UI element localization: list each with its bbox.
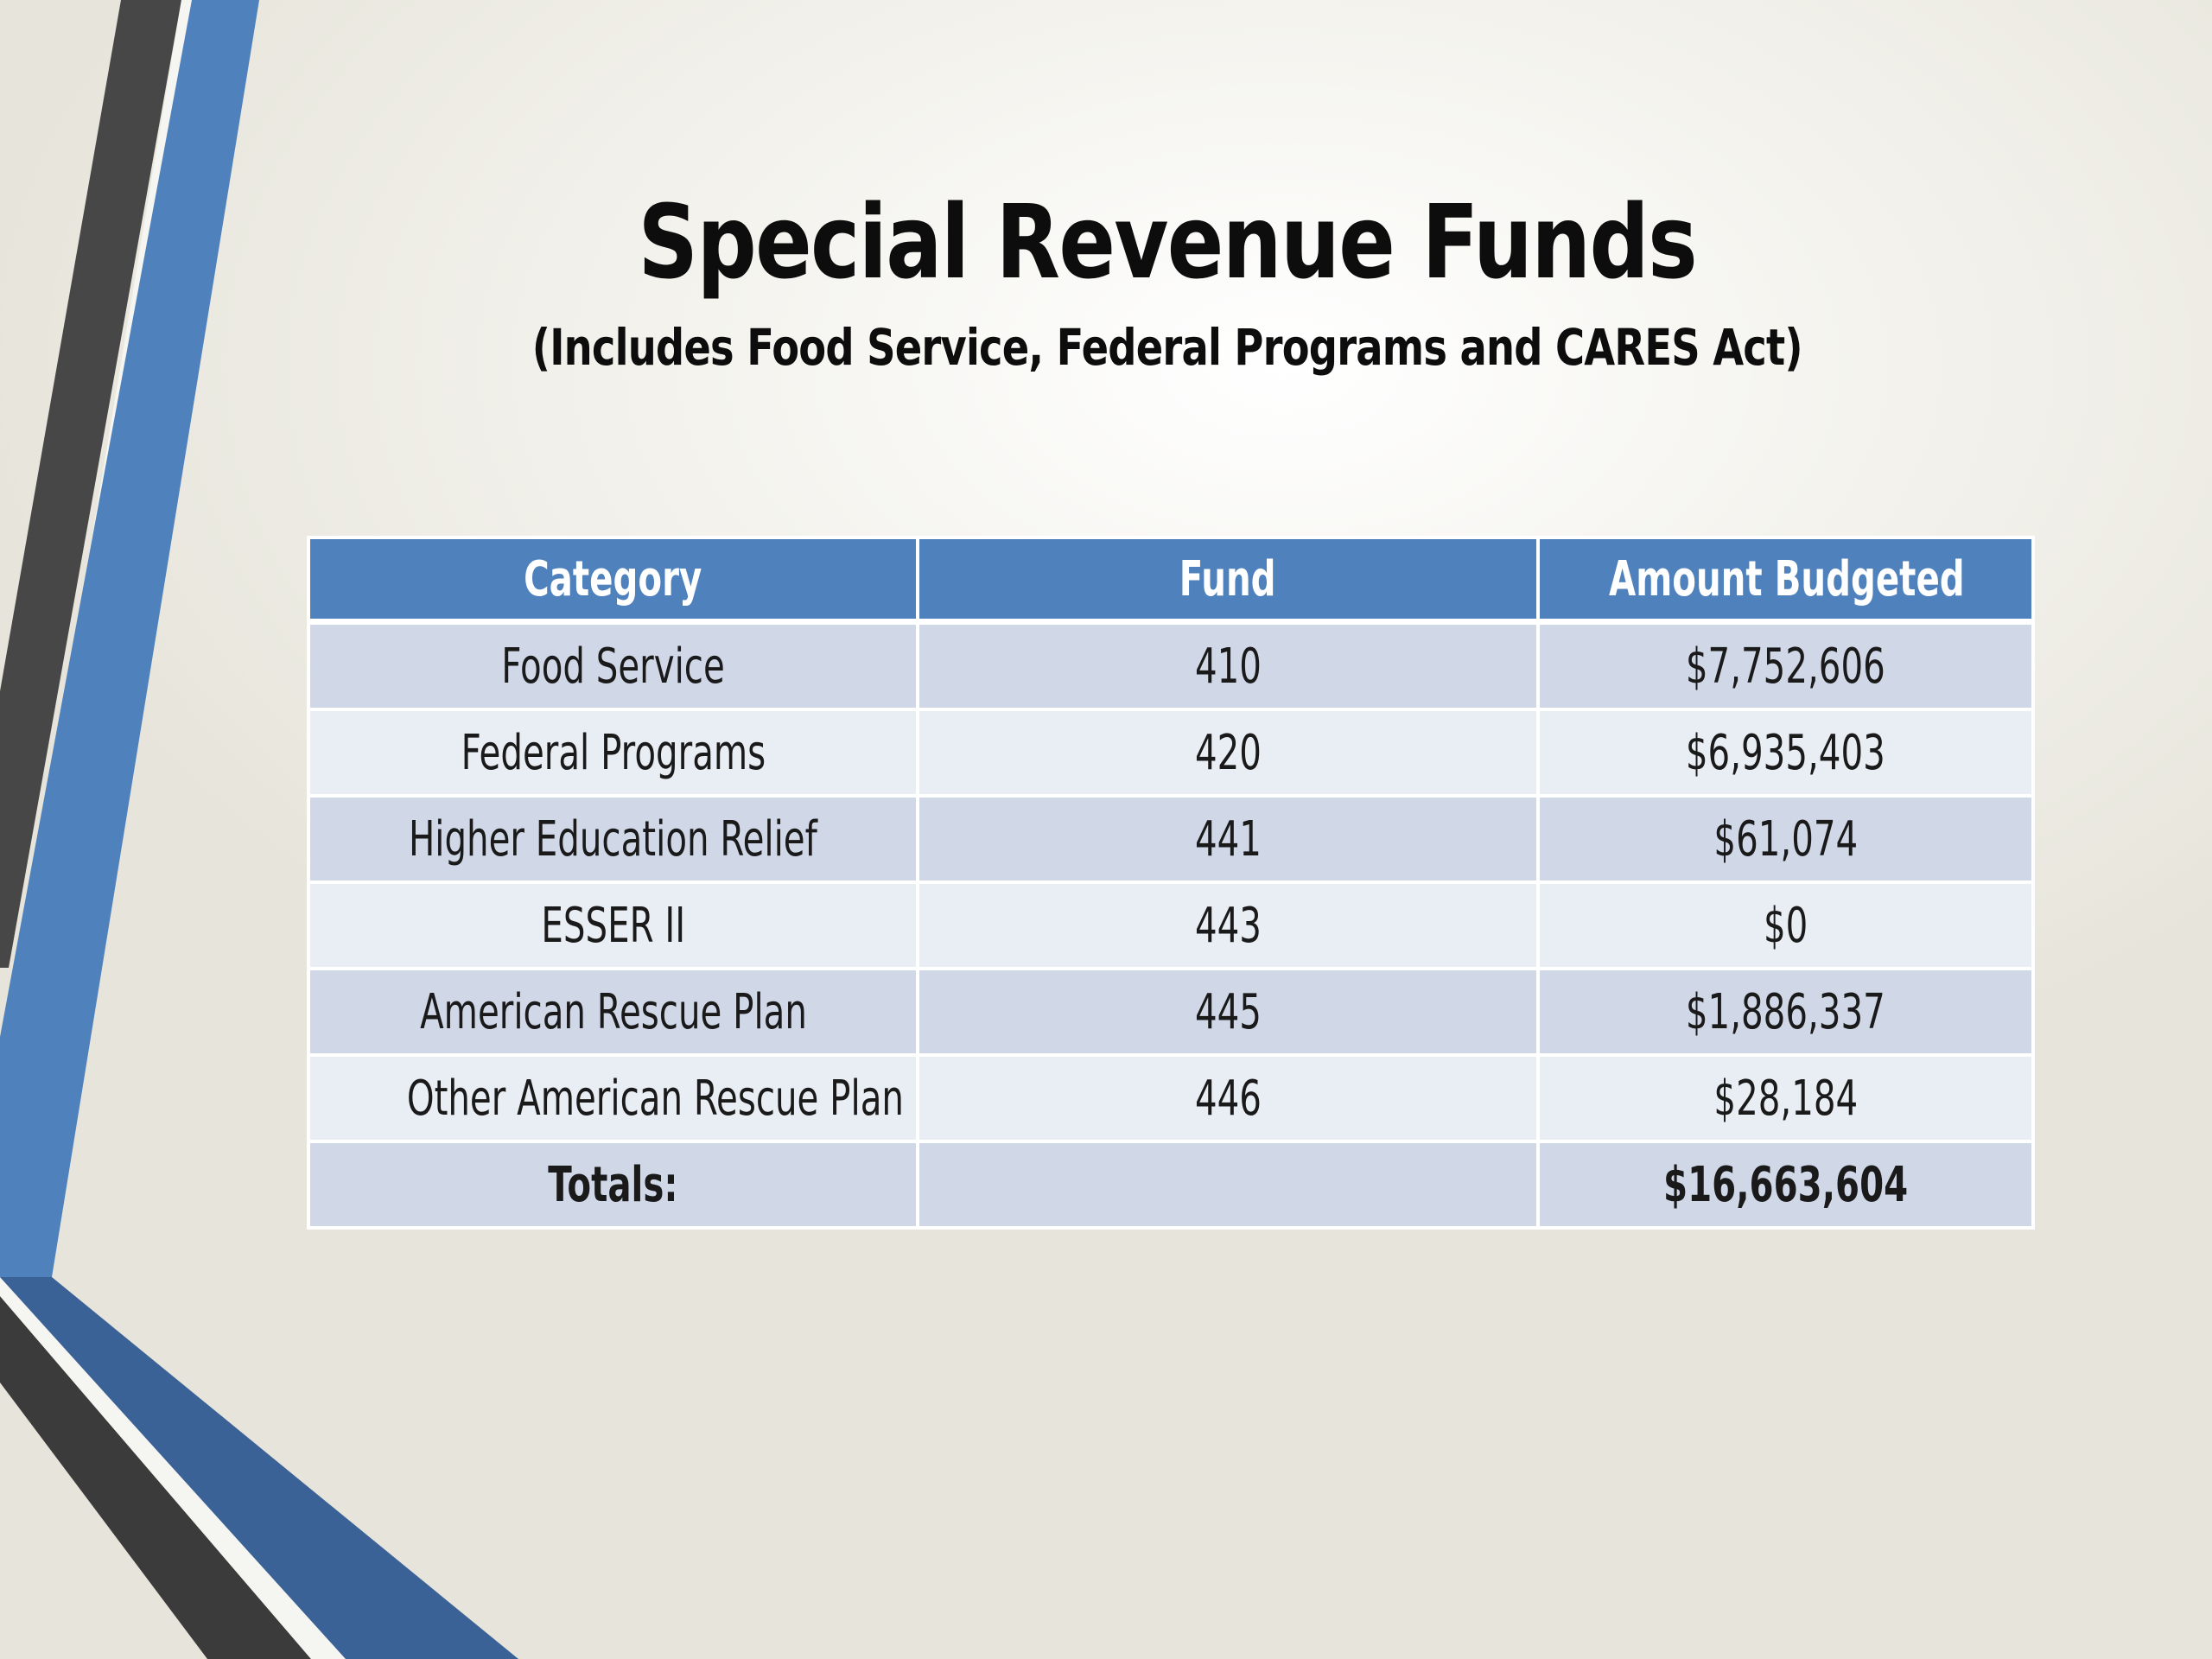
header-category: Category — [307, 536, 919, 625]
cell-category: Higher Education Relief — [307, 794, 919, 884]
cell-amount: $7,752,606 — [1536, 620, 2035, 711]
totals-amount: $16,663,604 — [1536, 1140, 2035, 1230]
cell-fund: 441 — [916, 794, 1540, 884]
totals-label: Totals: — [307, 1140, 919, 1230]
cell-fund: 446 — [916, 1053, 1540, 1143]
cell-category: Federal Programs — [307, 708, 919, 798]
cell-category: ESSER II — [307, 880, 919, 970]
totals-row: Totals: $16,663,604 — [307, 1140, 2035, 1230]
cell-fund: 410 — [916, 620, 1540, 711]
cell-amount: $28,184 — [1536, 1053, 2035, 1143]
cell-amount: $6,935,403 — [1536, 708, 2035, 798]
decor-blue-stripe-bottom — [0, 1277, 518, 1659]
slide-subtitle: (Includes Food Service, Federal Programs… — [531, 318, 1803, 377]
decor-blue-stripe-left — [0, 0, 259, 1277]
table-row: Food Service 410 $7,752,606 — [307, 620, 2035, 711]
cell-amount: $1,886,337 — [1536, 967, 2035, 1057]
slide-title: Special Revenue Funds — [638, 182, 1697, 302]
table-row: American Rescue Plan 445 $1,886,337 — [307, 967, 2035, 1057]
header-amount-budgeted: Amount Budgeted — [1536, 536, 2035, 625]
table-row: Higher Education Relief 441 $61,074 — [307, 794, 2035, 884]
table-header-row: Category Fund Amount Budgeted — [307, 536, 2035, 625]
cell-amount: $61,074 — [1536, 794, 2035, 884]
cell-fund: 445 — [916, 967, 1540, 1057]
decor-gray-stripe-left — [0, 0, 181, 968]
table-row: Other American Rescue Plan 446 $28,184 — [307, 1053, 2035, 1143]
table-row: ESSER II 443 $0 — [307, 880, 2035, 970]
table-row: Federal Programs 420 $6,935,403 — [307, 708, 2035, 798]
cell-category: Other American Rescue Plan — [307, 1053, 919, 1143]
cell-category: American Rescue Plan — [307, 967, 919, 1057]
header-fund: Fund — [916, 536, 1540, 625]
cell-fund: 443 — [916, 880, 1540, 970]
funds-table: Category Fund Amount Budgeted Food Servi… — [307, 536, 2035, 1230]
cell-fund: 420 — [916, 708, 1540, 798]
cell-category: Food Service — [307, 620, 919, 711]
cell-amount: $0 — [1536, 880, 2035, 970]
totals-fund — [916, 1140, 1540, 1230]
